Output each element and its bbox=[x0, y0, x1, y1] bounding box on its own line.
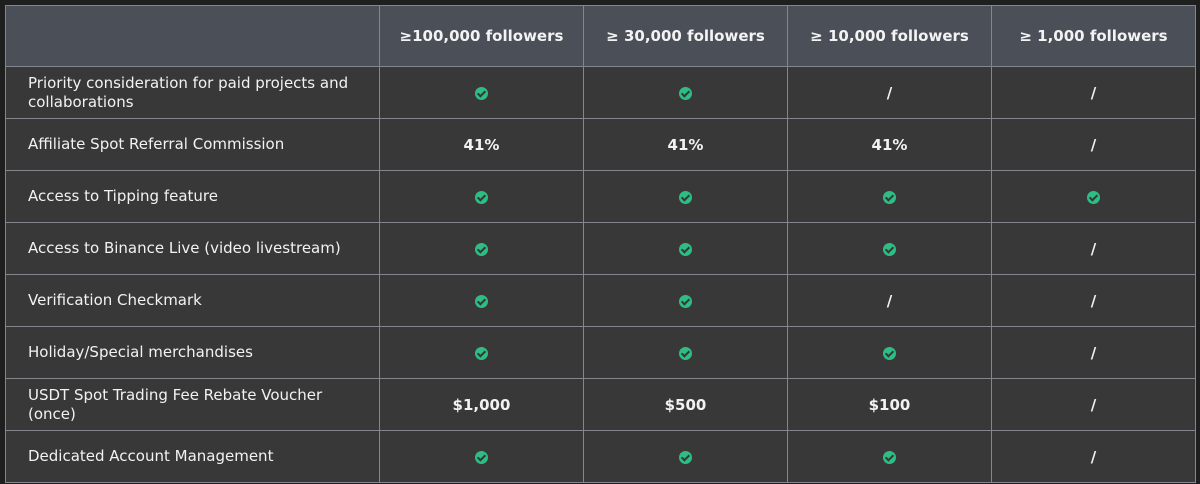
tier-cell bbox=[379, 430, 584, 483]
table-row: Access to Binance Live (video livestream… bbox=[5, 222, 1196, 275]
feature-label: Access to Binance Live (video livestream… bbox=[5, 222, 380, 275]
tier-cell bbox=[379, 170, 584, 223]
table-row: USDT Spot Trading Fee Rebate Voucher (on… bbox=[5, 378, 1196, 431]
tier-value: $100 bbox=[787, 378, 992, 431]
check-circle-icon bbox=[679, 242, 692, 256]
not-available-mark: / bbox=[991, 430, 1196, 483]
benefits-table: ≥100,000 followers ≥ 30,000 followers ≥ … bbox=[5, 5, 1196, 483]
tier-cell bbox=[787, 326, 992, 379]
check-circle-icon bbox=[679, 86, 692, 100]
check-circle-icon bbox=[883, 450, 896, 464]
tier-cell bbox=[379, 274, 584, 327]
table-row: Affiliate Spot Referral Commission 41% 41%… bbox=[5, 118, 1196, 171]
feature-label: Dedicated Account Management bbox=[5, 430, 380, 483]
tier-cell bbox=[991, 170, 1196, 223]
table-header: ≥100,000 followers ≥ 30,000 followers ≥ … bbox=[5, 5, 1196, 67]
tier-value: $1,000 bbox=[379, 378, 584, 431]
tier-cell bbox=[379, 66, 584, 119]
header-cell-feature bbox=[5, 5, 380, 67]
check-circle-icon bbox=[475, 242, 488, 256]
table-row: Priority consideration for paid projects… bbox=[5, 66, 1196, 119]
tier-cell bbox=[583, 430, 788, 483]
table-body: Priority consideration for paid projects… bbox=[5, 66, 1196, 483]
not-available-mark: / bbox=[991, 378, 1196, 431]
header-row: ≥100,000 followers ≥ 30,000 followers ≥ … bbox=[5, 5, 1196, 67]
tier-cell bbox=[583, 274, 788, 327]
tier-value: 41% bbox=[583, 118, 788, 171]
feature-label: Affiliate Spot Referral Commission bbox=[5, 118, 380, 171]
tier-cell bbox=[379, 326, 584, 379]
header-cell-100k: ≥100,000 followers bbox=[379, 5, 584, 67]
check-circle-icon bbox=[475, 346, 488, 360]
check-circle-icon bbox=[475, 86, 488, 100]
check-circle-icon bbox=[475, 450, 488, 464]
table-row: Access to Tipping feature bbox=[5, 170, 1196, 223]
not-available-mark: / bbox=[991, 274, 1196, 327]
check-circle-icon bbox=[883, 346, 896, 360]
check-circle-icon bbox=[475, 294, 488, 308]
header-cell-30k: ≥ 30,000 followers bbox=[583, 5, 788, 67]
tier-value: 41% bbox=[787, 118, 992, 171]
check-circle-icon bbox=[883, 242, 896, 256]
feature-label: Access to Tipping feature bbox=[5, 170, 380, 223]
feature-label: Priority consideration for paid projects… bbox=[5, 66, 380, 119]
benefits-table-container: ≥100,000 followers ≥ 30,000 followers ≥ … bbox=[5, 5, 1196, 483]
check-circle-icon bbox=[1087, 190, 1100, 204]
check-circle-icon bbox=[679, 450, 692, 464]
check-circle-icon bbox=[883, 190, 896, 204]
tier-cell bbox=[787, 170, 992, 223]
tier-cell bbox=[787, 430, 992, 483]
not-available-mark: / bbox=[787, 274, 992, 327]
check-circle-icon bbox=[679, 190, 692, 204]
not-available-mark: / bbox=[991, 118, 1196, 171]
not-available-mark: / bbox=[787, 66, 992, 119]
tier-cell bbox=[583, 222, 788, 275]
tier-value: $500 bbox=[583, 378, 788, 431]
table-row: Holiday/Special merchandises / bbox=[5, 326, 1196, 379]
tier-cell bbox=[583, 326, 788, 379]
feature-label: USDT Spot Trading Fee Rebate Voucher (on… bbox=[5, 378, 380, 431]
tier-cell bbox=[379, 222, 584, 275]
not-available-mark: / bbox=[991, 66, 1196, 119]
tier-cell bbox=[583, 170, 788, 223]
table-row: Verification Checkmark / / bbox=[5, 274, 1196, 327]
table-row: Dedicated Account Management / bbox=[5, 430, 1196, 483]
check-circle-icon bbox=[679, 294, 692, 308]
header-cell-10k: ≥ 10,000 followers bbox=[787, 5, 992, 67]
header-cell-1k: ≥ 1,000 followers bbox=[991, 5, 1196, 67]
not-available-mark: / bbox=[991, 326, 1196, 379]
check-circle-icon bbox=[475, 190, 488, 204]
not-available-mark: / bbox=[991, 222, 1196, 275]
tier-cell bbox=[583, 66, 788, 119]
check-circle-icon bbox=[679, 346, 692, 360]
tier-cell bbox=[787, 222, 992, 275]
feature-label: Verification Checkmark bbox=[5, 274, 380, 327]
feature-label: Holiday/Special merchandises bbox=[5, 326, 380, 379]
tier-value: 41% bbox=[379, 118, 584, 171]
